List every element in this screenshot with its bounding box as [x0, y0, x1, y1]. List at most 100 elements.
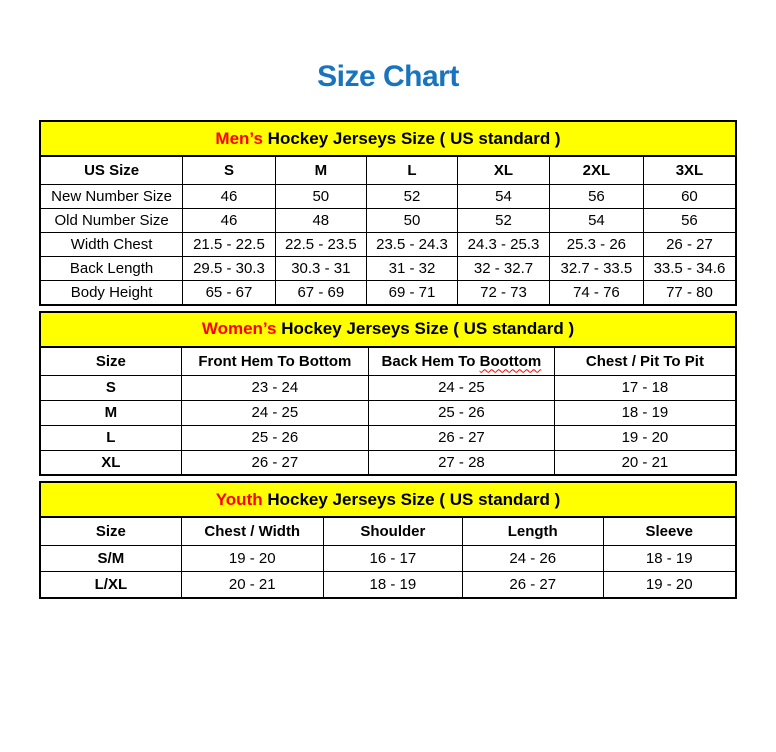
mens-table-row: Body Height 65 - 67 67 - 69 69 - 71 72 - 73 7… — [39, 280, 737, 305]
youth-cell: 16 - 17 — [322, 545, 463, 572]
mens-section-heading-row: Men’s Hockey Jerseys Size ( US standard … — [39, 120, 737, 157]
youth-cell: 24 - 26 — [461, 545, 604, 572]
mens-cell: 23.5 - 24.3 — [365, 232, 459, 257]
mens-column-header-row: US Size S M L XL 2XL 3XL — [39, 155, 737, 185]
womens-column-header: Back Hem To Boottom — [368, 346, 555, 376]
mens-row-label: New Number Size — [39, 184, 184, 209]
womens-cell: 20 - 21 — [553, 449, 737, 476]
mens-section-heading: Men’s Hockey Jerseys Size ( US standard … — [39, 120, 737, 157]
womens-cell: 25 - 26 — [180, 424, 370, 451]
mens-cell: 56 — [548, 184, 644, 209]
mens-column-header: 2XL — [548, 155, 644, 185]
mens-cell: 25.3 - 26 — [548, 232, 644, 257]
mens-cell: 69 - 71 — [365, 280, 459, 305]
youth-cell: 19 - 20 — [602, 571, 737, 598]
youth-column-header: Sleeve — [602, 516, 737, 546]
womens-row-label: S — [39, 374, 182, 401]
womens-cell: 19 - 20 — [553, 424, 737, 451]
mens-heading-text: Hockey Jerseys Size ( US standard ) — [262, 128, 561, 148]
youth-cell: 19 - 20 — [180, 545, 324, 572]
youth-cell: 26 - 27 — [461, 571, 604, 598]
mens-cell: 31 - 32 — [365, 256, 459, 281]
mens-cell: 52 — [457, 208, 550, 233]
mens-row-label: Width Chest — [39, 232, 184, 257]
womens-section-heading-row: Women’s Hockey Jerseys Size ( US standar… — [39, 310, 737, 348]
mens-cell: 72 - 73 — [457, 280, 550, 305]
mens-cell: 46 — [182, 208, 276, 233]
mens-column-header: L — [365, 155, 459, 185]
youth-section-heading-row: Youth Hockey Jerseys Size ( US standard … — [39, 481, 737, 518]
mens-cell: 29.5 - 30.3 — [182, 256, 276, 281]
mens-cell: 24.3 - 25.3 — [457, 232, 550, 257]
mens-cell: 56 — [642, 208, 737, 233]
mens-row-label: Body Height — [39, 280, 184, 305]
mens-table-row: New Number Size 46 50 52 54 56 60 — [39, 184, 737, 209]
youth-column-header: Chest / Width — [180, 516, 324, 546]
mens-row-label: Back Length — [39, 256, 184, 281]
womens-column-header: Size — [39, 346, 182, 376]
womens-column-header: Front Hem To Bottom — [180, 346, 370, 376]
womens-cell: 18 - 19 — [553, 399, 737, 426]
mens-cell: 54 — [548, 208, 644, 233]
youth-column-header: Length — [461, 516, 604, 546]
youth-heading-text: Hockey Jerseys Size ( US standard ) — [262, 489, 561, 509]
mens-cell: 54 — [457, 184, 550, 209]
womens-row-label: L — [39, 424, 182, 451]
mens-table-row: Width Chest 21.5 - 22.5 22.5 - 23.5 23.5 - … — [39, 232, 737, 257]
mens-cell: 30.3 - 31 — [274, 256, 367, 281]
mens-cell: 77 - 80 — [642, 280, 737, 305]
mens-cell: 60 — [642, 184, 737, 209]
womens-cell: 23 - 24 — [180, 374, 370, 401]
mens-cell: 26 - 27 — [642, 232, 737, 257]
youth-cell: 20 - 21 — [180, 571, 324, 598]
mens-column-header: US Size — [39, 155, 184, 185]
mens-column-header: S — [182, 155, 276, 185]
mens-cell: 33.5 - 34.6 — [642, 256, 737, 281]
womens-heading-accent: Women’s — [201, 319, 277, 338]
page-title: Size Chart — [317, 60, 459, 93]
youth-row-label: L/XL — [39, 571, 182, 598]
size-chart-page: Size Chart Men’s Hockey Jerseys Size ( U… — [0, 60, 776, 599]
misspelled-word: Boottom — [479, 352, 542, 370]
womens-cell: 27 - 28 — [368, 449, 555, 476]
womens-column-header-row: Size Front Hem To Bottom Back Hem To Boott… — [39, 346, 737, 376]
womens-row-label: M — [39, 399, 182, 426]
mens-cell: 52 — [365, 184, 459, 209]
youth-column-header: Size — [39, 516, 182, 546]
mens-cell: 50 — [274, 184, 367, 209]
mens-heading-accent: Men’s — [215, 128, 263, 148]
womens-cell: 24 - 25 — [180, 399, 370, 426]
mens-cell: 22.5 - 23.5 — [274, 232, 367, 257]
mens-cell: 50 — [365, 208, 459, 233]
mens-row-label: Old Number Size — [39, 208, 184, 233]
mens-cell: 21.5 - 22.5 — [182, 232, 276, 257]
womens-row-label: XL — [39, 449, 182, 476]
youth-row-label: S/M — [39, 545, 182, 572]
mens-cell: 32.7 - 33.5 — [548, 256, 644, 281]
womens-section-heading: Women’s Hockey Jerseys Size ( US standar… — [39, 310, 737, 348]
womens-table-row: L 25 - 26 26 - 27 19 - 20 — [39, 424, 737, 451]
youth-cell: 18 - 19 — [322, 571, 463, 598]
mens-cell: 74 - 76 — [548, 280, 644, 305]
size-tables: Men’s Hockey Jerseys Size ( US standard … — [39, 120, 737, 599]
youth-size-table: Youth Hockey Jerseys Size ( US standard … — [39, 481, 737, 599]
youth-column-header-row: Size Chest / Width Shoulder Length Sleeve — [39, 516, 737, 546]
youth-heading-accent: Youth — [215, 489, 263, 509]
youth-cell: 18 - 19 — [602, 545, 737, 572]
mens-cell: 48 — [274, 208, 367, 233]
mens-column-header: M — [274, 155, 367, 185]
mens-cell: 46 — [182, 184, 276, 209]
womens-cell: 17 - 18 — [553, 374, 737, 401]
youth-section-heading: Youth Hockey Jerseys Size ( US standard … — [39, 481, 737, 518]
mens-size-table: Men’s Hockey Jerseys Size ( US standard … — [39, 120, 737, 306]
womens-heading-text: Hockey Jerseys Size ( US standard ) — [276, 319, 575, 338]
mens-column-header: XL — [457, 155, 550, 185]
mens-cell: 65 - 67 — [182, 280, 276, 305]
womens-table-row: M 24 - 25 25 - 26 18 - 19 — [39, 399, 737, 426]
womens-cell: 26 - 27 — [368, 424, 555, 451]
mens-cell: 67 - 69 — [274, 280, 367, 305]
youth-table-row: L/XL 20 - 21 18 - 19 26 - 27 19 - 20 — [39, 571, 737, 598]
womens-cell: 25 - 26 — [368, 399, 555, 426]
mens-table-row: Back Length 29.5 - 30.3 30.3 - 31 31 - 32 32… — [39, 256, 737, 281]
womens-table-row: XL 26 - 27 27 - 28 20 - 21 — [39, 449, 737, 476]
